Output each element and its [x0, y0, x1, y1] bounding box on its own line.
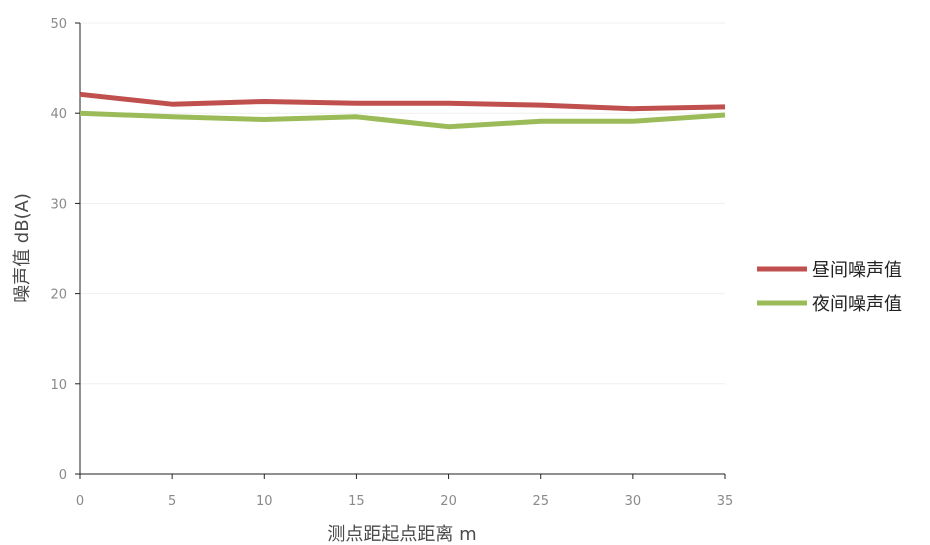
y-axis-title: 噪声值 dB(A): [12, 193, 33, 303]
y-tick-labels: 0 10 20 30 40 50: [50, 17, 80, 483]
legend-label-day: 昼间噪声值: [812, 260, 902, 281]
x-tick-label-35: 35: [717, 494, 734, 509]
series-line-0: [79, 91, 726, 112]
x-tick-labels: 0 5 10 15 20 25 30 35: [76, 474, 733, 509]
x-tick-label-15: 15: [348, 494, 365, 509]
x-tick-label-25: 25: [532, 494, 549, 509]
x-tick-label-20: 20: [440, 494, 457, 509]
x-tick-label-10: 10: [256, 494, 273, 509]
legend-label-night: 夜间噪声值: [812, 294, 902, 315]
y-tick-label-20: 20: [50, 288, 67, 303]
y-tick-label-10: 10: [50, 378, 67, 393]
gridlines: [80, 22, 725, 385]
x-tick-label-5: 5: [168, 494, 176, 509]
axes: [79, 23, 725, 475]
y-tick-label-40: 40: [50, 107, 67, 122]
x-tick-label-30: 30: [625, 494, 642, 509]
x-tick-label-0: 0: [76, 494, 84, 509]
y-tick-label-50: 50: [50, 17, 67, 32]
x-axis-title: 测点距起点距离 m: [327, 524, 476, 545]
series-line-1: [79, 110, 726, 130]
y-tick-label-30: 30: [50, 197, 67, 212]
legend: 昼间噪声值 夜间噪声值: [757, 260, 902, 315]
series-lines: [79, 91, 726, 130]
y-tick-label-0: 0: [59, 468, 67, 483]
